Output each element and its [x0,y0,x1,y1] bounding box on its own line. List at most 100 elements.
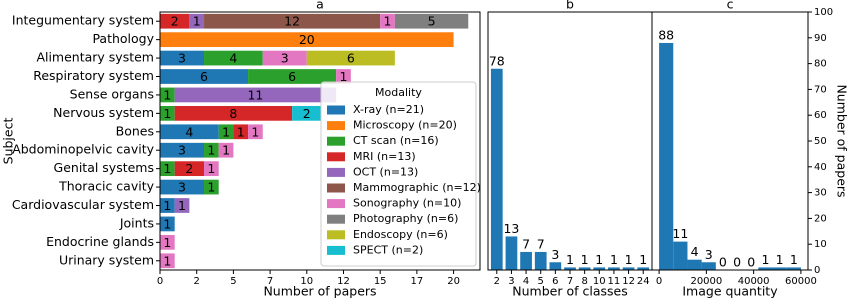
x-tick-label: 0 [656,276,662,287]
bar-segment [160,161,175,177]
legend-swatch [327,199,345,209]
value-label: 4 [229,51,237,66]
legend-label: OCT (n=13) [353,165,418,178]
bar [637,267,650,270]
value-label: 1 [384,14,392,29]
panel-title: b [566,0,574,12]
bar-segment [160,50,205,66]
x-tick-label: 40000 [738,276,770,287]
value-label: 6 [200,69,208,84]
bar [490,68,503,270]
bar-segment [160,124,219,140]
bar-segment [174,87,337,103]
bar-segment [160,87,175,103]
bar-segment [160,32,454,48]
panel-title: a [316,0,324,12]
legend-swatch [327,183,345,193]
y-tick-label: Integumentary system [12,13,154,28]
x-tick-label: 3 [508,276,514,287]
bar-segment [248,124,263,140]
value-label: 5 [428,14,436,29]
y-tick-label: Nervous system [53,105,154,120]
value-label: 6 [347,51,355,66]
panel-title: c [727,0,734,12]
y-tick-label: 10 [814,239,827,250]
legend-swatch [327,136,345,146]
legend-swatch [327,167,345,177]
y-tick-label: 60 [814,110,827,121]
y-tick-label: Abdominopelvic cavity [12,142,154,157]
bar-segment [204,161,219,177]
value-label: 1 [163,87,171,102]
value-label: 1 [163,106,171,121]
bar [608,267,620,270]
y-tick-label: 30 [814,188,827,199]
value-label: 1 [625,252,633,267]
value-label: 1 [193,14,201,29]
bar-segment [336,69,351,84]
bar-segment [160,216,175,232]
bar-segment [248,69,337,84]
bar [673,241,688,270]
bar-segment [394,13,469,29]
bar [687,259,702,270]
x-tick-label: 7 [567,276,573,287]
y-tick-label: 90 [814,33,827,44]
x-tick-label: 7 [267,276,273,287]
bar-segment [174,105,293,121]
y-tick-label: Urinary system [59,252,154,267]
y-tick-label: Pathology [92,31,154,46]
value-label: 1 [163,161,171,176]
value-label: 1 [761,252,769,267]
bar [622,267,635,270]
x-tick-label: 5 [230,276,236,287]
x-tick-label: 6 [552,276,558,287]
x-tick-label: 0 [157,276,163,287]
value-label: 6 [288,69,296,84]
legend-label: SPECT (n=2) [353,243,423,256]
bar-segment [218,142,234,158]
bar [772,267,787,270]
value-label: 3 [178,51,186,66]
value-label: 3 [178,143,186,158]
value-label: 1 [566,252,574,267]
x-tick-label: 20 [447,276,460,287]
legend-box [320,81,477,267]
bar-segment [204,179,219,195]
bar [534,251,547,270]
bar-segment [160,198,175,213]
y-tick-label: Genital systems [54,160,154,175]
y-axis-label: Subject [1,118,16,165]
legend-label: CT scan (n=16) [353,134,439,147]
legend-swatch [327,214,345,224]
value-label: 3 [281,51,289,66]
value-label: 1 [790,252,798,267]
value-label: 4 [691,244,699,259]
value-label: 1 [237,124,245,139]
bar-segment [160,179,205,195]
legend-label: Endoscopy (n=6) [353,228,448,241]
bar-segment [160,69,249,84]
bar [758,267,773,270]
y-tick-label: Sense organs [70,86,154,101]
x-tick-label: 60000 [785,276,817,287]
value-label: 1 [207,143,215,158]
value-label: 1 [595,252,603,267]
value-label: 0 [733,255,741,270]
value-label: 1 [251,124,259,139]
legend-label: Photography (n=6) [353,212,458,225]
bar [505,236,518,270]
x-tick-label: 10 [300,276,313,287]
bar [578,267,591,270]
value-label: 1 [581,252,589,267]
y-tick-label: Endocrine glands [46,234,154,249]
bar-segment [218,124,234,140]
y-tick-label: Cardiovascular system [12,197,154,212]
value-label: 11 [672,226,688,241]
value-label: 20 [299,32,315,47]
y-tick-label: 20 [814,213,827,224]
value-label: 1 [163,235,171,250]
y-tick-label: Thoracic cavity [58,179,155,194]
x-tick-label: 20000 [690,276,722,287]
